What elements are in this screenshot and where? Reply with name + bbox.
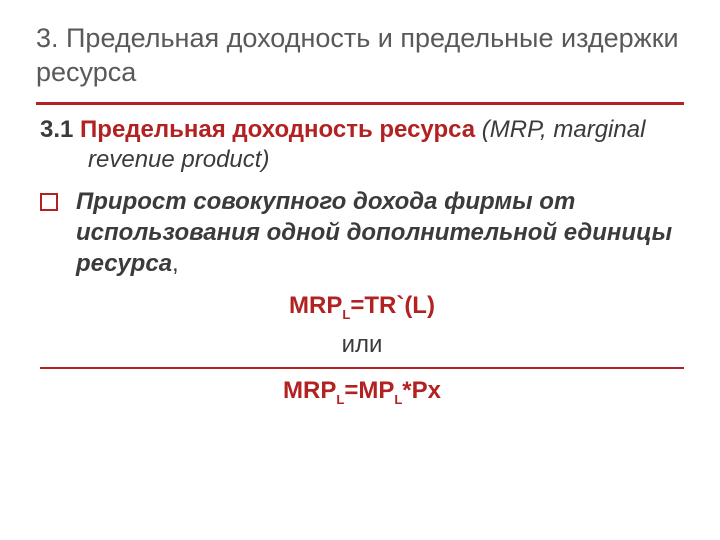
definition-item: Прирост совокупного дохода фирмы от испо… — [40, 186, 684, 280]
paren-open: ( — [482, 116, 490, 143]
abbrev: MRP — [490, 116, 540, 143]
square-bullet-icon — [40, 193, 58, 211]
slide-title: 3. Предельная доходность и предельные из… — [36, 22, 684, 90]
horizontal-rule-top — [36, 102, 684, 105]
formula-1: MRPL=TR`(L) — [40, 290, 684, 323]
sep: , — [540, 116, 553, 143]
horizontal-rule-bottom — [40, 367, 684, 369]
section-number: 3.1 — [40, 116, 73, 143]
definition-text: Прирост совокупного дохода фирмы от испо… — [76, 186, 684, 280]
body-content: 3.1 Предельная доходность ресурса (MRP, … — [36, 115, 684, 409]
f2-mid: =MP — [344, 377, 394, 404]
f1-lhs-base: MRP — [289, 292, 342, 319]
section-heading: 3.1 Предельная доходность ресурса (MRP, … — [40, 115, 684, 176]
f1-eq: =TR`(L) — [350, 292, 435, 319]
connector-word: или — [40, 329, 684, 361]
paren-close: ) — [261, 146, 269, 173]
section-heading-ru: Предельная доходность ресурса — [80, 116, 475, 143]
formula-2: MRPL=MPL*Px — [40, 375, 684, 408]
f2-lhs-base: MRP — [283, 377, 336, 404]
definition-trailing: , — [172, 250, 179, 277]
definition-body: Прирост совокупного дохода фирмы от испо… — [76, 188, 672, 277]
f2-tail: *Px — [402, 377, 441, 404]
